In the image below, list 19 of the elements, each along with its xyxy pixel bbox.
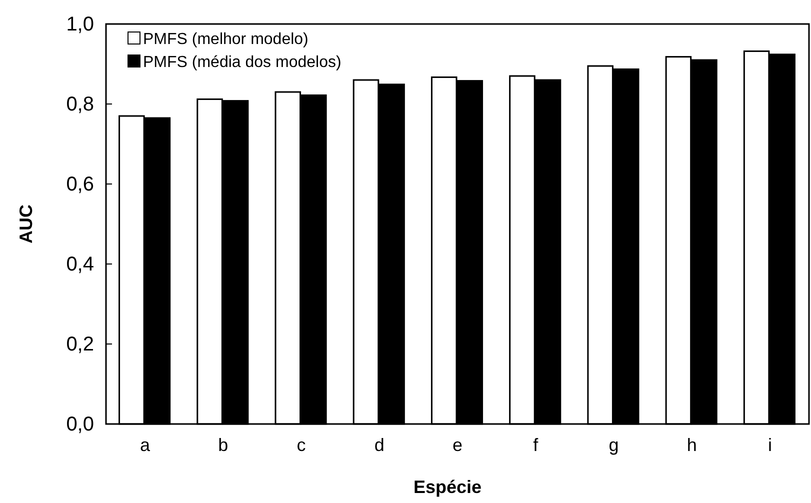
y-axis-title: AUC — [16, 204, 36, 244]
y-tick-label: 0,2 — [66, 333, 94, 356]
legend-label: PMFS (melhor modelo) — [143, 31, 308, 48]
x-tick-label: g — [608, 434, 619, 455]
y-tick-label: 0,8 — [66, 93, 94, 116]
x-tick-label: c — [296, 434, 306, 455]
x-tick-label: b — [218, 434, 228, 455]
x-tick-label: d — [374, 434, 384, 455]
y-tick-label: 0,4 — [66, 253, 94, 276]
x-tick-label: h — [686, 434, 697, 455]
y-tick-label: 0,6 — [66, 173, 94, 196]
y-tick-label: 0,0 — [66, 413, 94, 436]
x-axis-title: Espécie — [413, 477, 482, 497]
y-tick-label: 1,0 — [66, 13, 94, 36]
legend-label: PMFS (média dos modelos) — [143, 54, 342, 71]
x-tick-label: e — [452, 434, 463, 455]
x-tick-label: a — [140, 434, 152, 455]
x-tick-label: f — [533, 434, 540, 455]
x-tick-label: i — [768, 434, 772, 455]
